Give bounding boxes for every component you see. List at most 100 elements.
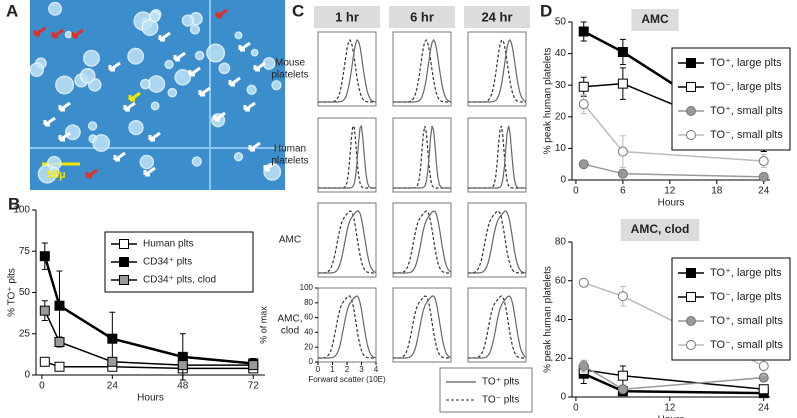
row-label: Human	[274, 144, 306, 155]
marker	[617, 384, 628, 395]
y-axis-label: % peak human platelets	[543, 48, 554, 155]
arrow	[33, 26, 46, 37]
column-header: 1 hr	[335, 9, 359, 24]
legend-label: CD34⁺ plts	[143, 257, 192, 268]
marker	[617, 370, 628, 381]
row-label: clod	[281, 326, 299, 337]
x-tick-label: 0	[573, 403, 579, 414]
chart-title-box	[620, 219, 700, 241]
micrograph	[29, 0, 285, 190]
marker	[686, 58, 696, 68]
arrow	[215, 8, 228, 19]
y-axis-label: % of max	[258, 306, 268, 344]
marker	[758, 361, 769, 371]
arrow	[228, 76, 241, 87]
histogram-curve	[468, 125, 526, 189]
cell	[55, 75, 75, 95]
x-tick-label: 18	[711, 186, 723, 197]
arrow	[51, 28, 64, 39]
row-label: AMC	[279, 235, 301, 246]
legend-label: TO⁺, large plts	[710, 57, 782, 69]
arrow	[158, 31, 171, 42]
y-tick-label: 25	[19, 328, 31, 339]
arrow	[123, 101, 136, 112]
y-tick-label: 20	[555, 353, 567, 364]
marker	[54, 300, 65, 311]
y-tick-label: 20	[555, 111, 567, 122]
marker	[248, 360, 259, 371]
arrow	[173, 51, 186, 62]
marker	[617, 146, 628, 157]
cell	[139, 154, 155, 170]
cell	[167, 87, 178, 98]
arrow	[243, 101, 256, 112]
histogram-curve	[393, 295, 452, 359]
marker	[578, 159, 589, 170]
marker	[578, 26, 589, 37]
x-tick-label: 3	[359, 365, 364, 374]
y-axis-label: % peak human platelets	[543, 266, 554, 373]
legend-label: TO⁻ plts	[482, 395, 519, 406]
y-tick-label: 40	[555, 48, 567, 59]
marker	[617, 291, 628, 302]
y-tick-label: 30	[555, 80, 567, 91]
series-line	[583, 163, 764, 178]
histogram-curve	[318, 38, 376, 103]
column-header-bg	[464, 6, 530, 28]
cell	[49, 166, 60, 177]
cell	[206, 43, 226, 63]
legend-label: TO⁺, small plts	[710, 315, 783, 327]
x-tick-label: 0	[39, 381, 45, 392]
row-label: platelets	[271, 70, 308, 81]
y-tick-label: 50	[555, 17, 567, 28]
legend-box	[439, 367, 533, 413]
series-line	[44, 310, 254, 366]
x-tick-label: 4	[374, 365, 379, 374]
legend-label: TO⁺ plts	[482, 377, 519, 388]
y-tick-label: 40	[555, 314, 567, 325]
arrow	[238, 41, 251, 52]
y-tick-label: 80	[555, 237, 567, 248]
cell	[140, 78, 151, 90]
panel-label: A	[6, 1, 18, 20]
y-tick-label: 0	[309, 357, 314, 366]
arrow	[85, 168, 98, 179]
cell	[29, 62, 44, 78]
marker	[578, 361, 589, 371]
histogram-curve	[318, 295, 376, 359]
y-tick-label: 100	[13, 205, 30, 216]
arrow	[198, 86, 211, 97]
x-axis-label: Forward scatter (10E)	[308, 375, 386, 384]
panel-label: B	[8, 194, 20, 213]
row-label: AMC,	[278, 314, 303, 325]
panel-label: D	[540, 1, 552, 20]
x-tick-label: 2	[345, 365, 350, 374]
chart-title: AMC, clod	[631, 222, 690, 236]
arrow	[213, 111, 226, 122]
marker	[177, 360, 188, 371]
x-tick-label: 1	[330, 365, 335, 374]
x-axis-label: Hours	[137, 393, 164, 404]
histogram-curve	[468, 39, 526, 103]
arrow	[188, 66, 201, 77]
row-label: platelets	[271, 156, 308, 167]
arrow	[263, 161, 276, 172]
marker	[686, 292, 696, 302]
cell	[234, 31, 243, 40]
y-tick-label: 0	[560, 392, 566, 403]
histogram-box	[467, 117, 527, 193]
arrow	[248, 141, 261, 152]
histogram-curve	[318, 38, 377, 103]
histogram-box	[467, 31, 527, 107]
cell	[48, 1, 63, 16]
x-tick-label: 24	[107, 381, 119, 392]
marker	[758, 384, 769, 395]
arrow	[58, 101, 71, 112]
cell	[218, 62, 231, 75]
histogram-box	[392, 31, 452, 107]
marker	[39, 356, 50, 367]
y-tick-label: 100	[300, 283, 314, 292]
y-tick-label: 60	[304, 313, 313, 322]
panel-label: C	[292, 1, 304, 20]
